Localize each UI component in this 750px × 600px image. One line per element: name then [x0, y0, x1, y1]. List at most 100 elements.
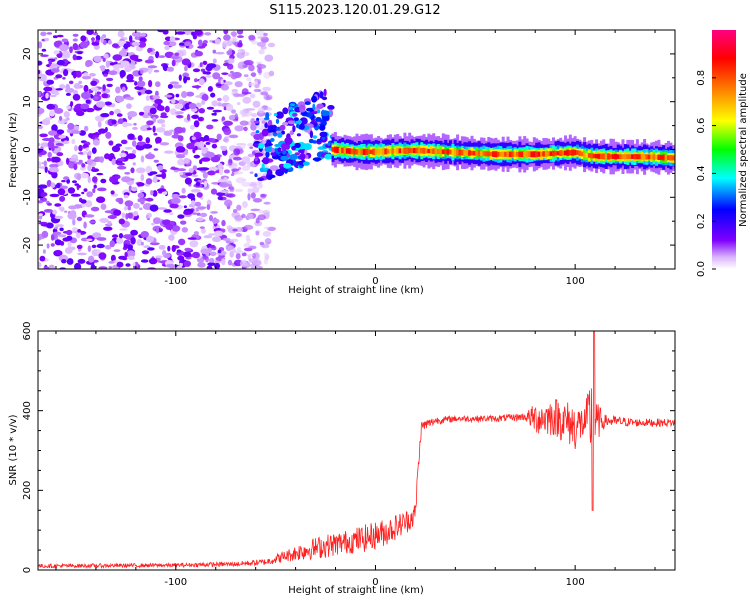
spectrogram-noise-blob: [258, 49, 265, 55]
spectrogram-noise-blob: [38, 69, 41, 75]
spectrogram-noise-blob: [234, 125, 245, 132]
spectrogram-noise-blob: [48, 130, 57, 136]
spectrogram-transition-blob: [253, 133, 262, 140]
spectrogram-ridge-segment: [554, 151, 558, 156]
spectrogram-noise-blob: [127, 206, 131, 211]
spectrogram-transition-blob: [327, 142, 331, 146]
spectrogram-ridge-segment: [508, 151, 512, 157]
spectrogram-noise-blob: [71, 138, 76, 145]
spectrogram-noise-blob: [190, 189, 201, 193]
snr-xlabel: Height of straight line (km): [288, 585, 424, 596]
spectrogram-noise-blob: [257, 214, 266, 221]
spectrogram-noise-blob: [140, 155, 145, 163]
spectrogram-noise-blob: [177, 158, 186, 166]
spectrogram-noise-blob: [139, 37, 147, 43]
spectrogram-noise-blob: [51, 68, 60, 73]
spectrogram-noise-blob: [127, 133, 135, 140]
spectrogram-marks: [38, 30, 675, 269]
spectrogram-noise-blob: [212, 218, 220, 224]
spectrogram-ridge-segment: [484, 151, 488, 157]
spectrogram-noise-blob: [255, 61, 263, 65]
spectrogram-noise-blob: [118, 50, 128, 57]
spectrogram-noise-blob: [66, 235, 73, 241]
spectrogram-noise-blob: [232, 248, 236, 254]
spectrogram-ridge-segment: [413, 148, 416, 154]
spectrogram-ridge-segment: [669, 155, 673, 161]
spectrogram-noise-blob: [231, 168, 240, 172]
spectrogram-noise-blob: [48, 167, 59, 173]
spectrogram-noise-blob: [96, 196, 106, 203]
spectrogram-noise-blob: [192, 68, 201, 73]
spectrogram-noise-blob: [262, 230, 272, 237]
spectrogram-noise-blob: [134, 261, 139, 268]
spectrogram-noise-blob: [124, 147, 133, 150]
spectrogram-noise-blob: [147, 247, 155, 251]
spectrogram-ridge-segment: [357, 149, 361, 155]
spectrogram-noise-blob: [204, 151, 215, 158]
spectrogram-noise-blob: [208, 258, 215, 263]
spectrogram-noise-blob: [136, 33, 141, 38]
spectrogram-ridge-segment: [489, 151, 493, 157]
spectrogram-ridge-segment: [532, 151, 536, 158]
snr-ytick-label: 0: [22, 567, 33, 573]
spectrogram-transition-blob: [303, 143, 312, 151]
colorbar-ticks: 0.0 0.2 0.4 0.6 0.8: [696, 70, 716, 277]
spectrogram-noise-blob: [227, 259, 233, 266]
spectrogram-noise-blob: [40, 54, 49, 57]
spectrogram-noise-blob: [144, 89, 153, 95]
spectrogram-noise-blob: [177, 168, 187, 172]
spectrogram-ridge-segment: [369, 149, 373, 154]
spectrogram-noise-blob: [48, 264, 55, 269]
spectrogram-noise-blob: [122, 234, 132, 239]
spectrogram-noise-blob: [183, 251, 192, 258]
spectrogram-noise-blob: [103, 53, 109, 60]
spectrogram-noise-blob: [242, 201, 248, 208]
spectrogram-noise-blob: [92, 32, 99, 36]
spectrogram-noise-blob: [200, 147, 209, 152]
spectrogram-noise-blob: [245, 234, 251, 241]
spectrogram-transition-blob: [311, 95, 318, 103]
spectrogram-noise-blob: [222, 237, 231, 241]
spectrogram-noise-blob: [163, 150, 174, 154]
spectrogram-noise-blob: [260, 194, 267, 199]
spectrogram-noise-blob: [206, 63, 217, 69]
spectrogram-noise-blob: [76, 110, 85, 117]
spectrogram-noise-blob: [62, 50, 70, 57]
spectrogram-noise-blob: [102, 84, 106, 92]
spectrogram-ridge-segment: [446, 149, 450, 155]
spectrogram-noise-blob: [72, 218, 76, 226]
spectrogram-noise-blob: [59, 227, 64, 232]
spectrogram-noise-blob: [108, 140, 114, 146]
spectrogram-noise-blob: [252, 258, 262, 266]
spectrogram-noise-blob: [206, 124, 214, 130]
spectrogram-ridge-segment: [472, 150, 476, 156]
spectrogram-noise-blob: [267, 42, 276, 48]
spectrogram-noise-blob: [207, 247, 212, 253]
spectrogram-noise-blob: [154, 98, 163, 105]
spectrogram-noise-blob: [59, 84, 66, 90]
spectrogram-noise-blob: [123, 243, 129, 249]
colorbar-tick-label: 0.2: [696, 213, 707, 229]
spectrogram-noise-blob: [55, 142, 63, 146]
spectrogram-noise-blob: [224, 199, 233, 207]
spectrogram-noise-blob: [139, 207, 143, 211]
spectrogram-noise-blob: [222, 41, 228, 49]
spectrogram-noise-blob: [145, 137, 151, 144]
spectrogram-noise-blob: [191, 212, 198, 215]
spectrogram-noise-blob: [121, 176, 131, 183]
spectrogram-noise-blob: [91, 166, 96, 170]
spectrogram-noise-blob: [145, 197, 154, 202]
spectrogram-noise-blob: [106, 83, 113, 88]
spectrogram-noise-blob: [55, 88, 63, 91]
spectrogram-ridge-segment: [449, 149, 452, 155]
spectrogram-transition-blob: [296, 133, 301, 137]
spectrogram-ridge-segment: [492, 151, 496, 157]
spectrogram-noise-blob: [46, 32, 53, 35]
spectrogram-noise-blob: [123, 194, 129, 199]
spectrogram-ridge-segment: [372, 148, 376, 155]
spectrogram-noise-blob: [192, 165, 198, 172]
spectrogram-ridge-segment: [432, 148, 436, 154]
colorbar-label: Normalized spectral amplitude: [738, 73, 749, 227]
spectrogram-transition-blob: [299, 117, 308, 125]
spectrogram-noise-blob: [216, 133, 222, 141]
